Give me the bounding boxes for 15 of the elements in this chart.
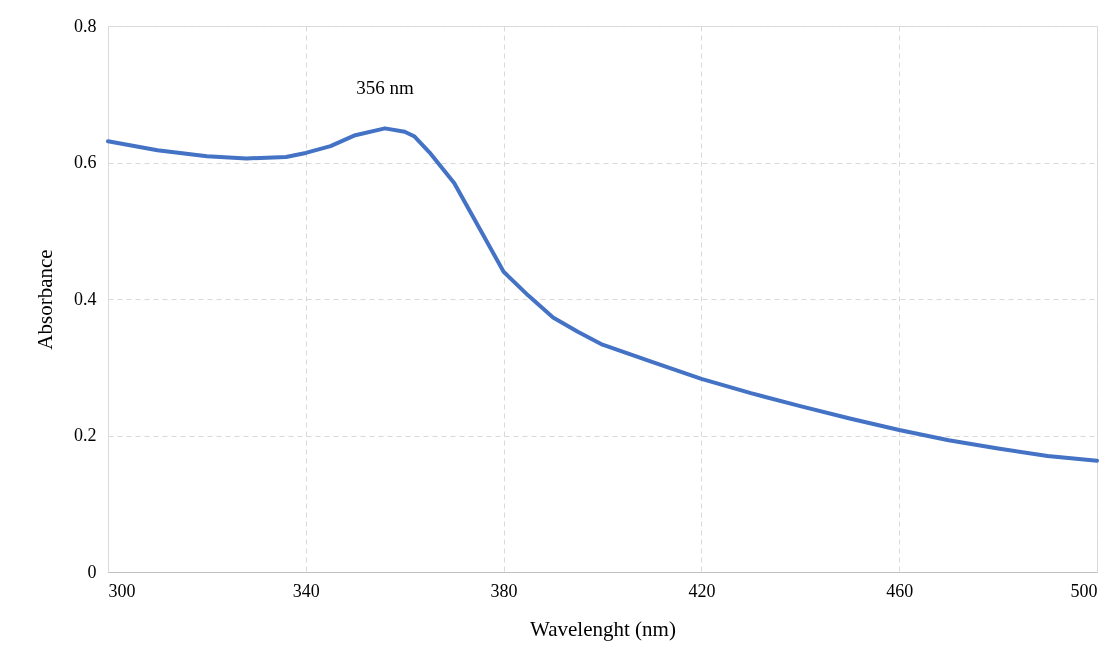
y-tick-label: 0.4 xyxy=(74,288,97,309)
y-tick-label: 0.8 xyxy=(74,15,97,36)
x-axis-title: Wavelenght (nm) xyxy=(530,616,676,641)
x-tick-label: 420 xyxy=(688,580,716,601)
y-axis-title: Absorbance xyxy=(33,249,57,350)
y-tick-label: 0.2 xyxy=(74,425,97,445)
x-tick-label: 380 xyxy=(490,580,518,601)
annotation: 356 nm xyxy=(356,77,414,99)
x-tick-label: 340 xyxy=(292,580,320,601)
x-tick-label: 300 xyxy=(108,580,136,601)
x-tick-label: 500 xyxy=(1070,580,1098,601)
line-series xyxy=(106,126,1099,463)
y-tick-label: 0.6 xyxy=(74,152,97,172)
x-tick-label: 460 xyxy=(886,580,914,601)
y-tick-label: 0 xyxy=(87,561,97,582)
